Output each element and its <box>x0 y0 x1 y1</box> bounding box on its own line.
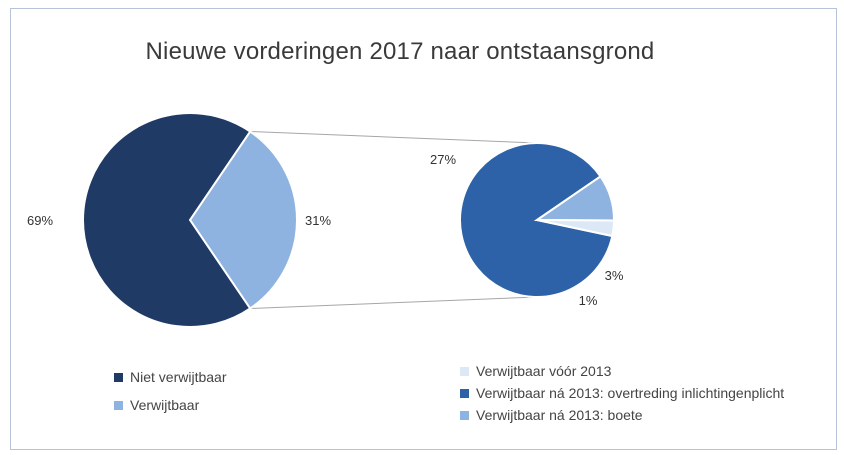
pie-slice-verwijtbaar-v-r-2013 <box>536 219 616 238</box>
data-label-inlichtingenplicht: 27% <box>430 152 456 167</box>
chart-title: Nieuwe vorderingen 2017 naar ontstaansgr… <box>145 38 655 65</box>
legend-swatch-na-2013-inlichtingenplicht <box>460 388 469 398</box>
legend-item: Niet verwijtbaar <box>114 366 226 388</box>
data-label-niet-verwijtbaar: 69% <box>27 213 53 228</box>
data-label-boete: 3% <box>605 268 624 283</box>
legend-label: Verwijtbaar ná 2013: boete <box>476 407 643 423</box>
legend-item: Verwijtbaar <box>114 394 226 416</box>
legend-label: Verwijtbaar ná 2013: overtreding inlicht… <box>476 385 785 401</box>
legend-label: Verwijtbaar vóór 2013 <box>476 363 612 379</box>
legend-label: Niet verwijtbaar <box>130 369 227 385</box>
legend-swatch-verwijtbaar <box>114 400 123 410</box>
connector-line-top <box>250 131 538 144</box>
legend-label: Verwijtbaar <box>130 397 200 413</box>
connector-line-bottom <box>250 296 538 309</box>
legend-item: Verwijtbaar ná 2013: boete <box>460 404 784 426</box>
legend-item: Verwijtbaar vóór 2013 <box>460 360 784 382</box>
pie-slice-niet-verwijtbaar <box>82 112 252 328</box>
data-label-voor-2013: 1% <box>579 293 598 308</box>
legend-right: Verwijtbaar vóór 2013 Verwijtbaar ná 201… <box>460 360 784 426</box>
pie-slice-verwijtbaar <box>188 130 298 310</box>
legend-swatch-niet-verwijtbaar <box>114 372 123 382</box>
legend-left: Niet verwijtbaar Verwijtbaar <box>114 366 226 416</box>
legend-item: Verwijtbaar ná 2013: overtreding inlicht… <box>460 382 784 404</box>
legend-swatch-na-2013-boete <box>460 410 469 420</box>
data-label-verwijtbaar: 31% <box>305 213 331 228</box>
legend-swatch-voor-2013 <box>460 366 469 376</box>
